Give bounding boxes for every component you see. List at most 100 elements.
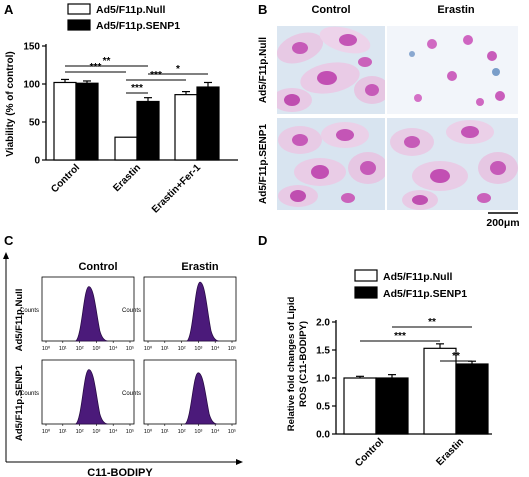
histogram-x-tick-label: 10² [178,346,186,352]
histogram-peak [74,286,108,342]
histogram-x-tick-label: 10⁵ [228,428,236,435]
category-label: Control [49,162,82,195]
histogram-x-tick-label: 10⁴ [109,345,118,352]
y-tick-label: 1.5 [316,346,330,357]
panel-b-letter: B [258,2,267,17]
y-tick-label: 0 [34,156,40,167]
histogram-y-label: Counts [122,308,141,314]
histogram-y-label: Counts [20,308,39,314]
legend-swatch-null [67,3,91,15]
legend-swatch-null [354,269,378,282]
histogram-x-tick-label: 10² [76,429,84,435]
histogram-x-tick-label: 10³ [92,346,100,352]
panel-a-letter: A [4,2,14,17]
legend-label-senp1: Ad5/F11p.SENP1 [383,288,467,300]
y-tick-label: 150 [23,42,40,53]
panel-c-column-control: Control [78,261,117,273]
y-tick-label: 2.0 [316,318,330,329]
panel-b-column-control: Control [311,4,350,16]
histogram-y-label: Counts [20,391,39,397]
histogram-x-tick-label: 10² [178,429,186,435]
category-label: Erastin+Fer-1 [150,162,203,215]
legend-swatch-senp1 [354,286,378,299]
histogram-x-tick-label: 10⁰ [42,428,51,435]
histogram-x-tick-label: 10³ [194,429,202,435]
panel-c-row-senp1: Ad5/F11p.SENP1 [14,364,25,441]
bar-senp1 [136,100,160,161]
histogram-x-tick-label: 10³ [194,346,202,352]
bar-senp1 [75,82,99,161]
bar-null [174,94,198,161]
micrograph-null-erastin [387,26,518,114]
panel-d-y-axis-label-line1: Relative fold changes of Lipid [286,297,297,432]
category-label: Control [353,436,386,469]
category-label: Erastin [434,436,466,468]
panel-c-y-arrowhead [3,252,9,259]
legend-label-senp1: Ad5/F11p.SENP1 [96,20,180,32]
panel-c-letter: C [4,233,14,248]
bar-senp1 [455,363,489,435]
y-tick-label: 0.0 [316,430,330,441]
bar-null [114,136,138,161]
histogram-x-tick-label: 10⁴ [211,428,220,435]
bar-null [53,81,77,161]
histogram-x-tick-label: 10⁵ [228,345,236,352]
category-label: Erastin [111,162,143,194]
panel-c-x-axis-label: C11-BODIPY [87,467,153,477]
legend-swatch-senp1 [67,19,91,31]
significance-label: ** [428,317,436,328]
panel-a: A Ad5/F11p.Null Ad5/F11p.SENP1 Viability… [4,2,238,216]
panel-b-row-null: Ad5/F11p.Null [258,37,269,103]
panel-c-column-erastin: Erastin [181,261,219,273]
histogram-peak [183,372,218,425]
legend-label-null: Ad5/F11p.Null [96,4,166,16]
flow-histogram: Counts 10⁰ 10¹ 10² 10³ 10⁴ 10⁵ [20,359,135,435]
histogram-x-tick-label: 10⁵ [126,428,134,435]
histogram-x-tick-label: 10¹ [59,429,67,435]
histogram-x-tick-label: 10⁰ [144,345,153,352]
significance-label: ** [452,351,460,362]
significance-label: * [176,64,180,75]
histogram-x-tick-label: 10¹ [161,429,169,435]
histogram-peak [185,281,220,342]
panel-d: D Ad5/F11p.Null Ad5/F11p.SENP1 Relative … [258,233,492,469]
significance-label: *** [131,83,143,94]
y-tick-label: 100 [23,80,40,91]
panel-c-histograms: Counts 10⁰ 10¹ 10² 10³ 10⁴ 10⁵ Counts 10⁰ 10¹ 10² 1… [20,276,237,435]
micrograph-senp1-control [277,118,385,210]
histogram-y-label: Counts [122,391,141,397]
panel-b: B Control Erastin Ad5/F11p.Null Ad5/F11p… [258,2,520,229]
significance-label: *** [150,70,162,81]
significance-label: *** [90,62,102,73]
histogram-x-tick-label: 10¹ [161,346,169,352]
y-tick-label: 50 [29,118,41,129]
histogram-x-tick-label: 10¹ [59,346,67,352]
panel-c-row-null: Ad5/F11p.Null [14,289,25,352]
micrograph-null-control [277,26,385,114]
flow-histogram: Counts 10⁰ 10¹ 10² 10³ 10⁴ 10⁵ [122,359,237,435]
flow-histogram: Counts 10⁰ 10¹ 10² 10³ 10⁴ 10⁵ [122,276,237,352]
y-tick-label: 1.0 [316,374,330,385]
scale-bar-label: 200μm [486,217,519,229]
panel-a-legend: Ad5/F11p.Null Ad5/F11p.SENP1 [67,3,180,32]
histogram-x-tick-label: 10² [76,346,84,352]
histogram-x-tick-label: 10⁰ [42,345,51,352]
histogram-peak [74,369,108,425]
panel-c-x-arrowhead [236,459,243,465]
panel-a-y-axis-label: Viability (% of control) [5,51,16,156]
panel-d-legend: Ad5/F11p.Null Ad5/F11p.SENP1 [354,269,467,300]
bar-senp1 [196,86,220,161]
bar-senp1 [375,377,409,435]
histogram-x-tick-label: 10³ [92,429,100,435]
panel-d-letter: D [258,233,267,248]
significance-label: *** [394,331,406,342]
y-tick-label: 0.5 [316,402,330,413]
histogram-x-tick-label: 10⁴ [109,428,118,435]
panel-b-row-senp1: Ad5/F11p.SENP1 [258,124,269,204]
histogram-x-tick-label: 10⁴ [211,345,220,352]
legend-label-null: Ad5/F11p.Null [383,271,453,283]
histogram-frame [143,276,237,342]
